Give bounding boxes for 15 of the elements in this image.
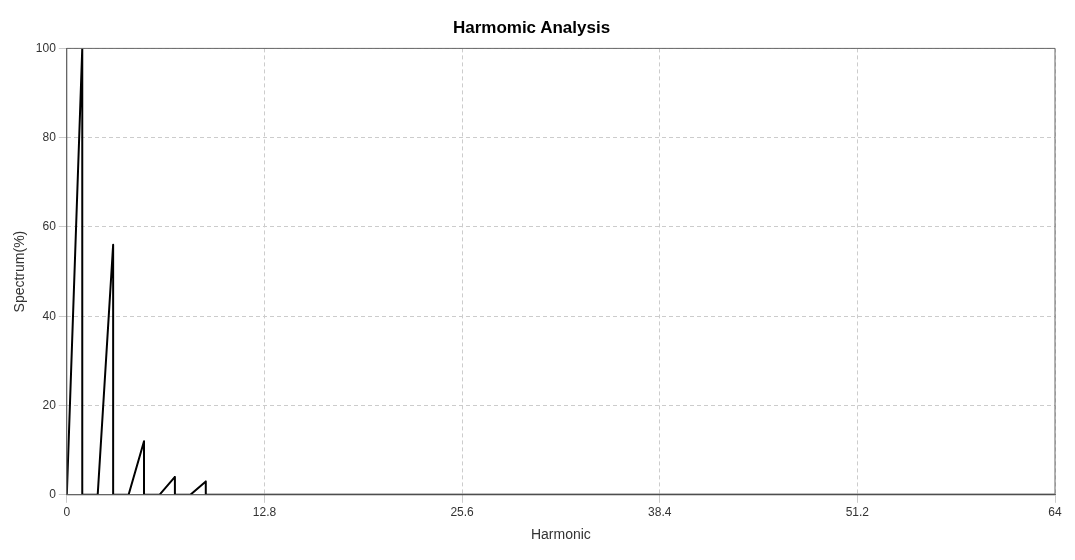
y-tick-label: 20 bbox=[42, 397, 57, 412]
y-axis-title: Spectrum(%) bbox=[11, 230, 28, 313]
x-tick-label: 12.8 bbox=[252, 505, 277, 520]
x-tick-label: 0 bbox=[63, 505, 71, 520]
x-tick-label: 64 bbox=[1048, 505, 1062, 520]
y-tick-label: 60 bbox=[42, 219, 57, 234]
y-tick-label: 0 bbox=[49, 487, 57, 502]
y-tick-label: 100 bbox=[35, 40, 57, 55]
chart-title: Harmomic Analysis bbox=[452, 17, 611, 37]
y-tick-label: 40 bbox=[42, 308, 57, 323]
x-tick-label: 25.6 bbox=[450, 505, 475, 520]
x-tick-label: 38.4 bbox=[648, 505, 672, 520]
x-axis-title: Harmonic bbox=[530, 526, 591, 543]
x-tick-label: 51.2 bbox=[845, 505, 870, 520]
y-tick-label: 80 bbox=[42, 129, 57, 144]
